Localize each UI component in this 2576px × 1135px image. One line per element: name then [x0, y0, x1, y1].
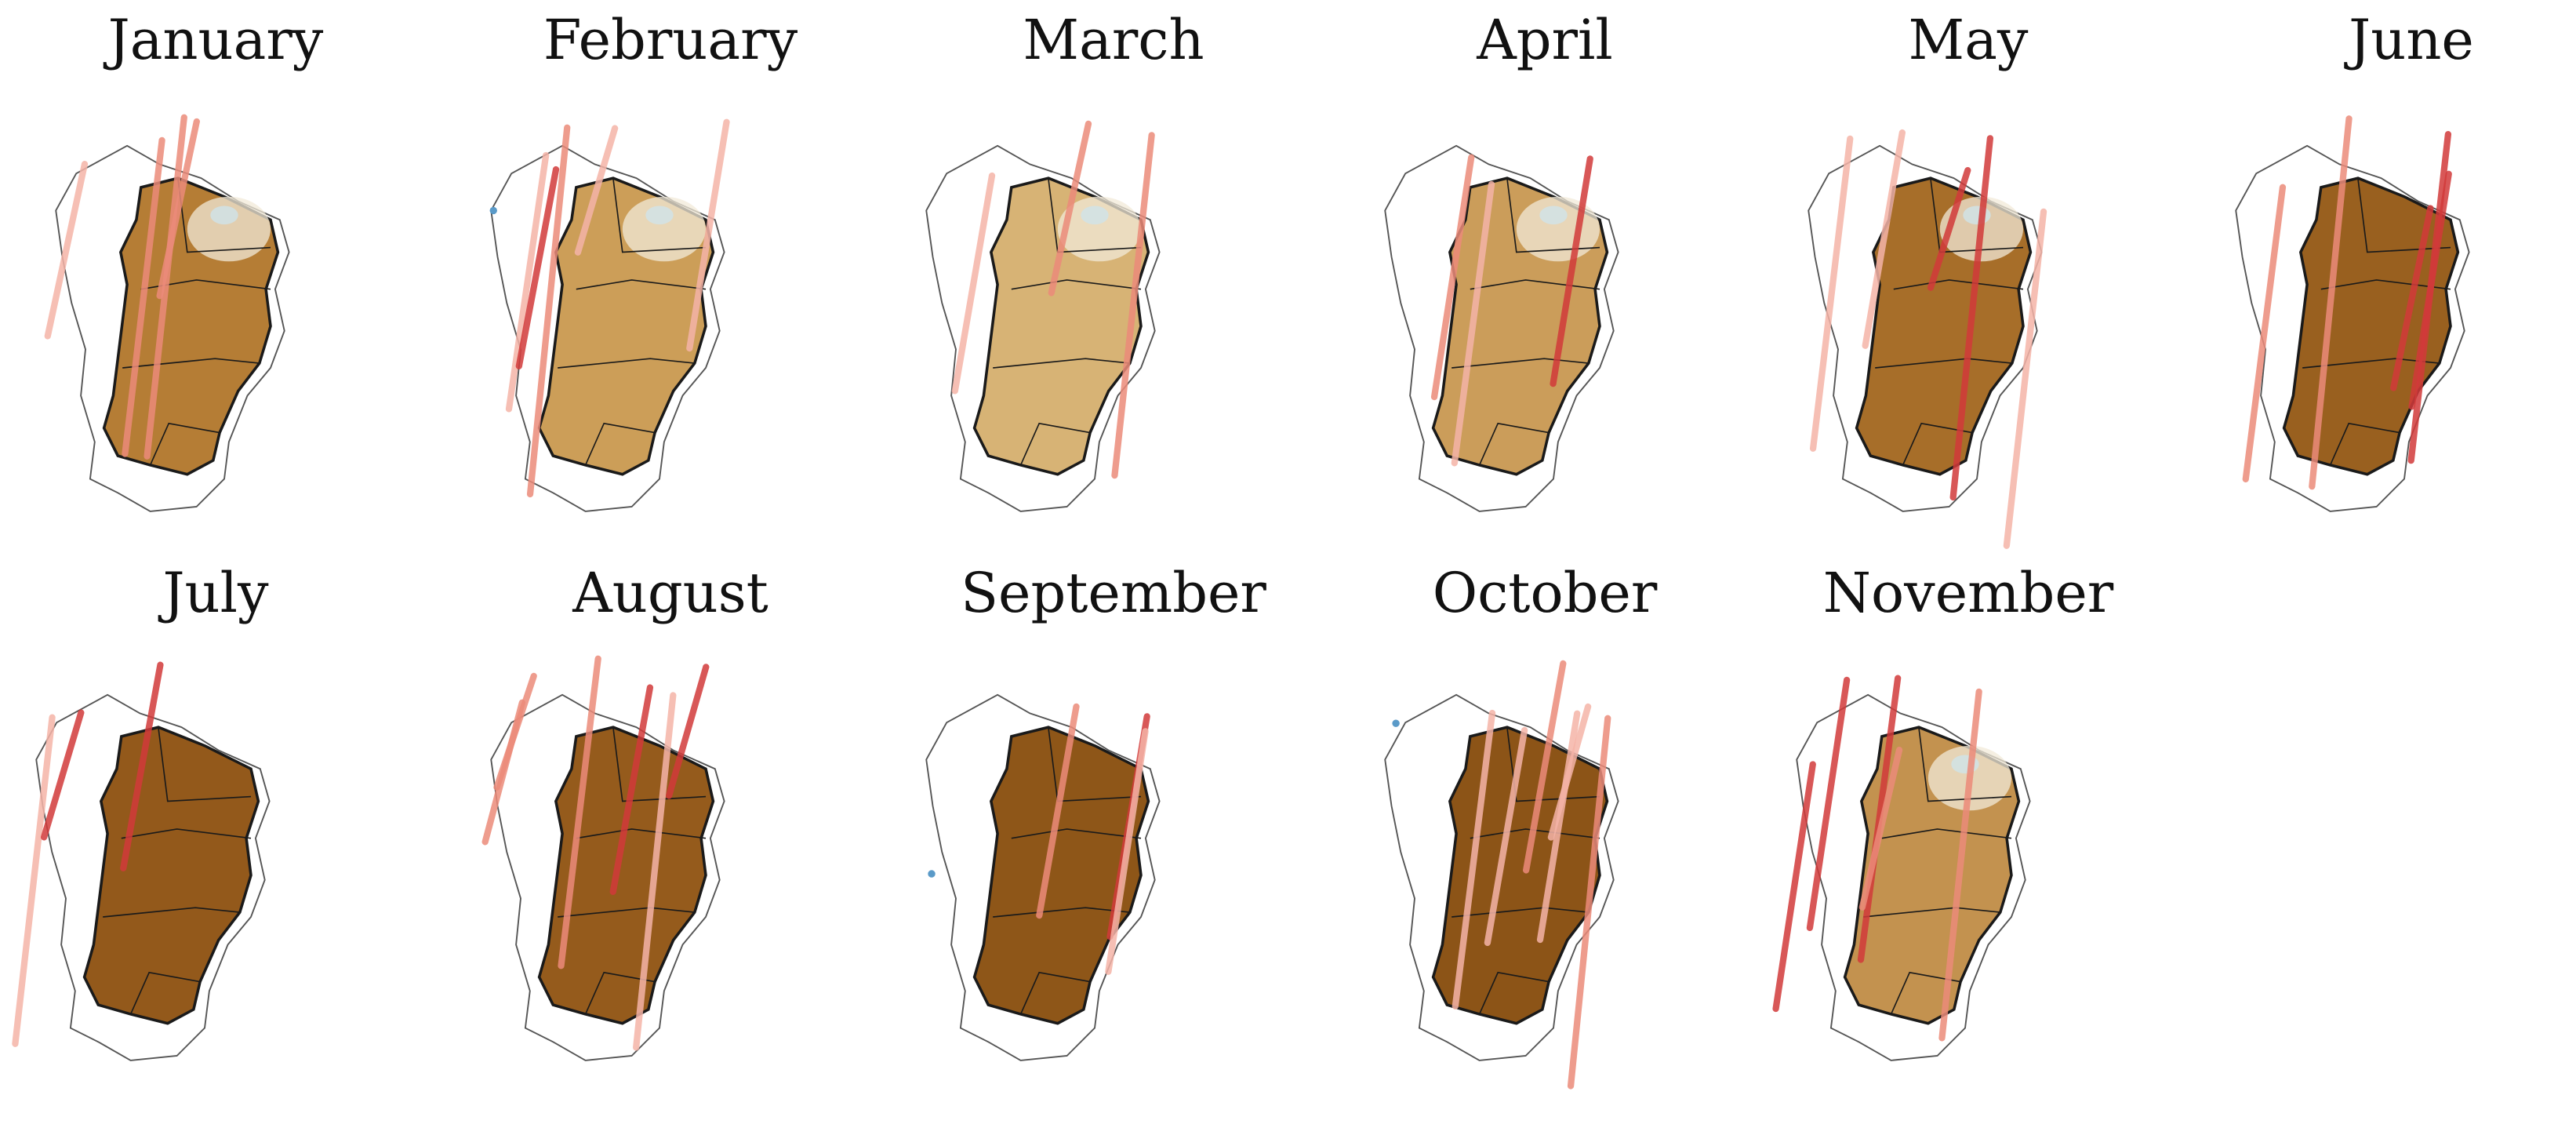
satellite-track: [1111, 132, 1155, 479]
highlight-patch: [1081, 206, 1109, 225]
internal-boundaries: [122, 179, 271, 466]
internal-boundaries: [1451, 179, 1600, 466]
panel-title-july: July: [158, 561, 269, 625]
internal-boundaries: [1451, 728, 1600, 1015]
satellite-track: [1036, 703, 1080, 919]
satellite-track: [120, 661, 164, 871]
panel-title-may: May: [1909, 8, 2029, 72]
highlight-patch: [1963, 206, 1991, 225]
satellite-track: [558, 655, 601, 969]
panel-map-september: [925, 693, 1161, 1061]
track-blue-dot: [489, 206, 497, 215]
panel-title-august: August: [572, 561, 768, 625]
study-area-fill: [537, 726, 715, 1025]
satellite-track: [144, 114, 187, 460]
pale-anomaly-patch: [187, 196, 271, 262]
panel-title-june: June: [2344, 8, 2474, 72]
highlight-patch: [210, 206, 238, 225]
satellite-track: [1927, 166, 1971, 291]
satellite-track: [1938, 688, 1982, 1042]
satellite-track: [44, 161, 89, 340]
internal-boundaries: [558, 179, 707, 466]
satellite-track: [633, 692, 677, 1051]
satellite-track: [1484, 726, 1528, 947]
study-area-fill: [82, 726, 260, 1025]
internal-boundaries: [2302, 179, 2451, 466]
panel-map-january: [44, 114, 290, 512]
panel-map-august: [481, 655, 725, 1061]
panel-map-april: [1384, 144, 1619, 512]
satellite-track: [526, 124, 571, 498]
satellite-track: [1857, 675, 1902, 963]
internal-boundaries: [558, 728, 707, 1015]
satellite-track: [1550, 155, 1593, 387]
satellite-track: [515, 166, 560, 369]
pale-anomaly-patch: [622, 196, 706, 262]
satellite-track: [1949, 135, 1994, 501]
satellite-track: [505, 151, 550, 413]
panel-title-february: February: [543, 8, 798, 72]
satellite-track: [574, 125, 619, 256]
satellite-track: [2407, 131, 2452, 464]
satellite-track: [481, 699, 526, 846]
satellite-track: [1536, 710, 1581, 944]
satellite-track: [1772, 761, 1816, 1013]
panel-title-october: October: [1433, 561, 1658, 625]
satellite-track: [609, 684, 654, 896]
panel-title-april: April: [1476, 8, 1613, 72]
satellite-track: [1523, 660, 1567, 874]
satellite-track: [122, 136, 165, 457]
satellite-track: [41, 709, 85, 841]
panel-title-january: January: [104, 8, 324, 72]
satellite-track: [1430, 154, 1475, 401]
satellite-track: [1451, 180, 1495, 467]
satellite-track: [2242, 184, 2287, 482]
pale-anomaly-patch: [1057, 196, 1141, 262]
highlight-patch: [1539, 206, 1568, 225]
satellite-track: [1105, 728, 1149, 975]
panel-map-july: [12, 661, 271, 1061]
internal-boundaries: [1863, 728, 2012, 1015]
satellite-track: [1809, 135, 1854, 452]
satellite-track: [1862, 129, 1906, 349]
panel-map-march: [925, 120, 1161, 512]
highlight-patch: [645, 206, 674, 225]
track-blue-dot: [928, 870, 936, 878]
satellite-track: [951, 172, 996, 395]
panel-map-may: [1808, 129, 2047, 549]
panel-map-june: [2235, 115, 2470, 512]
satellite-track: [12, 714, 56, 1047]
satellite-track: [2003, 208, 2047, 549]
satellite-track: [1451, 709, 1496, 1009]
track-blue-dot: [1392, 719, 1400, 727]
satellite-track: [1048, 120, 1092, 296]
satellite-track: [665, 664, 710, 799]
panel-map-october: [1384, 660, 1619, 1090]
panel-title-march: March: [1023, 8, 1204, 72]
panel-map-november: [1772, 675, 2031, 1061]
panel-title-november: November: [1823, 561, 2114, 625]
panel-title-september: September: [961, 561, 1266, 625]
satellite-track: [2309, 115, 2353, 490]
satellite-track: [686, 118, 730, 352]
study-area-fill: [2282, 176, 2460, 476]
internal-boundaries: [103, 728, 252, 1015]
satellite-track: [1806, 676, 1851, 932]
satellite-track: [1858, 747, 1903, 911]
satellite-track: [2390, 205, 2434, 391]
panel-map-february: [489, 118, 730, 512]
satellite-track: [1567, 715, 1611, 1090]
